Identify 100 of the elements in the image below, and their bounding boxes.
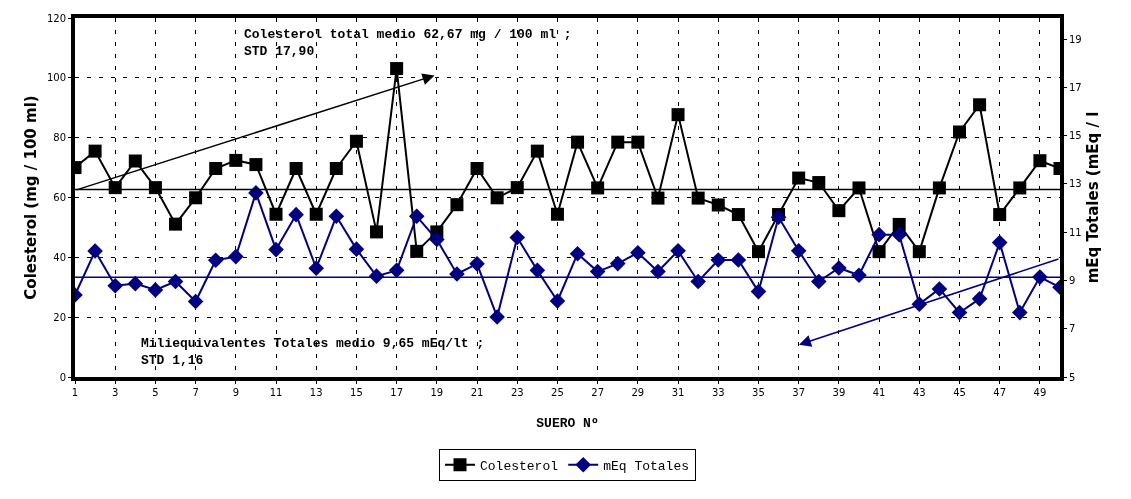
point [912,245,926,259]
point [530,144,544,158]
point [268,241,284,258]
point [88,144,102,158]
point [892,217,906,231]
point [1012,304,1028,321]
point [810,273,827,290]
point [852,181,866,195]
point [569,245,586,262]
y2-tick-label: 7 [1069,323,1076,335]
point [750,283,767,300]
y2-tick-label: 5 [1069,371,1076,383]
point [650,263,666,280]
x-axis-title: SUERO Nº [536,416,599,432]
point [973,98,987,112]
point [611,135,625,149]
point [971,291,988,307]
x-tick-label: 3 [112,387,119,398]
x-tick-label: 35 [752,387,765,398]
point [288,206,304,223]
point [490,191,504,205]
point [731,208,745,222]
point [408,208,425,225]
point [189,191,203,205]
x-tick-label: 33 [711,387,725,398]
point [931,281,948,297]
point [1033,154,1047,168]
x-tick-label: 7 [192,387,199,398]
y-tick-label: 60 [53,192,66,203]
point [209,161,223,175]
point [651,191,665,205]
point [571,135,585,149]
point [591,181,605,195]
point [1013,181,1027,195]
x-tick-label: 17 [390,387,403,398]
annotation: Miliequivalentes Totales medio 9,65 mEq/lt ; STD 1,16 [141,336,485,368]
point [952,125,966,139]
point [589,263,606,280]
point [670,243,686,259]
point [710,252,727,268]
x-tick-label: 39 [832,387,846,398]
point [127,275,144,292]
x-tick-label: 9 [232,387,240,398]
x-tick-label: 45 [953,387,966,398]
point [770,209,787,226]
point [289,161,303,175]
point [832,204,846,218]
legend-label: Colesterol [480,458,559,474]
point [410,244,424,258]
point [309,207,323,221]
point [509,229,526,246]
point [107,278,123,294]
point [128,154,142,168]
y-axis-title: Colesterol (mg / 100 ml) [21,95,40,300]
point [609,255,626,272]
x-tick-label: 37 [792,387,806,398]
annotation: Colesterol total medio 62,67 mg / 100 ml ; STD 17,90 [244,27,572,59]
legend-label: mEq Totales [603,458,690,474]
y2-tick-label: 17 [1069,81,1082,93]
point [390,62,404,76]
point [489,309,505,325]
x-tick-label: 41 [872,387,886,398]
point [249,158,263,172]
x-tick-label: 23 [510,387,524,398]
point [329,161,343,175]
point [891,226,907,243]
point [951,304,968,321]
point [872,245,886,259]
point [792,171,806,185]
y-tick-label: 120 [46,12,66,24]
point [631,135,645,149]
point [871,226,887,243]
point [368,268,385,284]
point [932,181,946,195]
point [429,231,445,248]
x-tick-label: 43 [912,387,926,398]
x-tick-label: 13 [309,387,323,398]
y-tick-label: 100 [46,72,66,84]
point [388,262,405,279]
point [147,282,164,298]
x-tick-label: 5 [152,387,159,398]
point [790,243,807,259]
x-tick-label: 15 [350,387,363,398]
point [328,208,345,225]
x-tick-label: 31 [671,387,685,398]
point [831,260,847,276]
point [450,198,464,212]
point [711,198,725,212]
point [671,108,685,122]
y-tick-label: 20 [53,311,66,323]
y-tick-label: 80 [53,132,66,144]
point [991,234,1008,251]
x-tick-label: 49 [1033,387,1047,398]
point [269,207,283,221]
point [751,245,765,259]
y2-tick-label: 9 [1069,274,1076,286]
point [690,273,706,290]
point [691,191,705,205]
point [229,153,243,167]
x-tick-label: 19 [430,387,444,398]
